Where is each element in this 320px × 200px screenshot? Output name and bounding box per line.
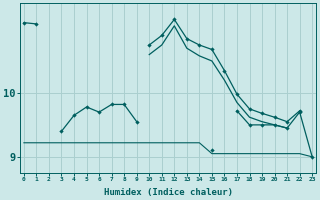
X-axis label: Humidex (Indice chaleur): Humidex (Indice chaleur) [104, 188, 233, 197]
